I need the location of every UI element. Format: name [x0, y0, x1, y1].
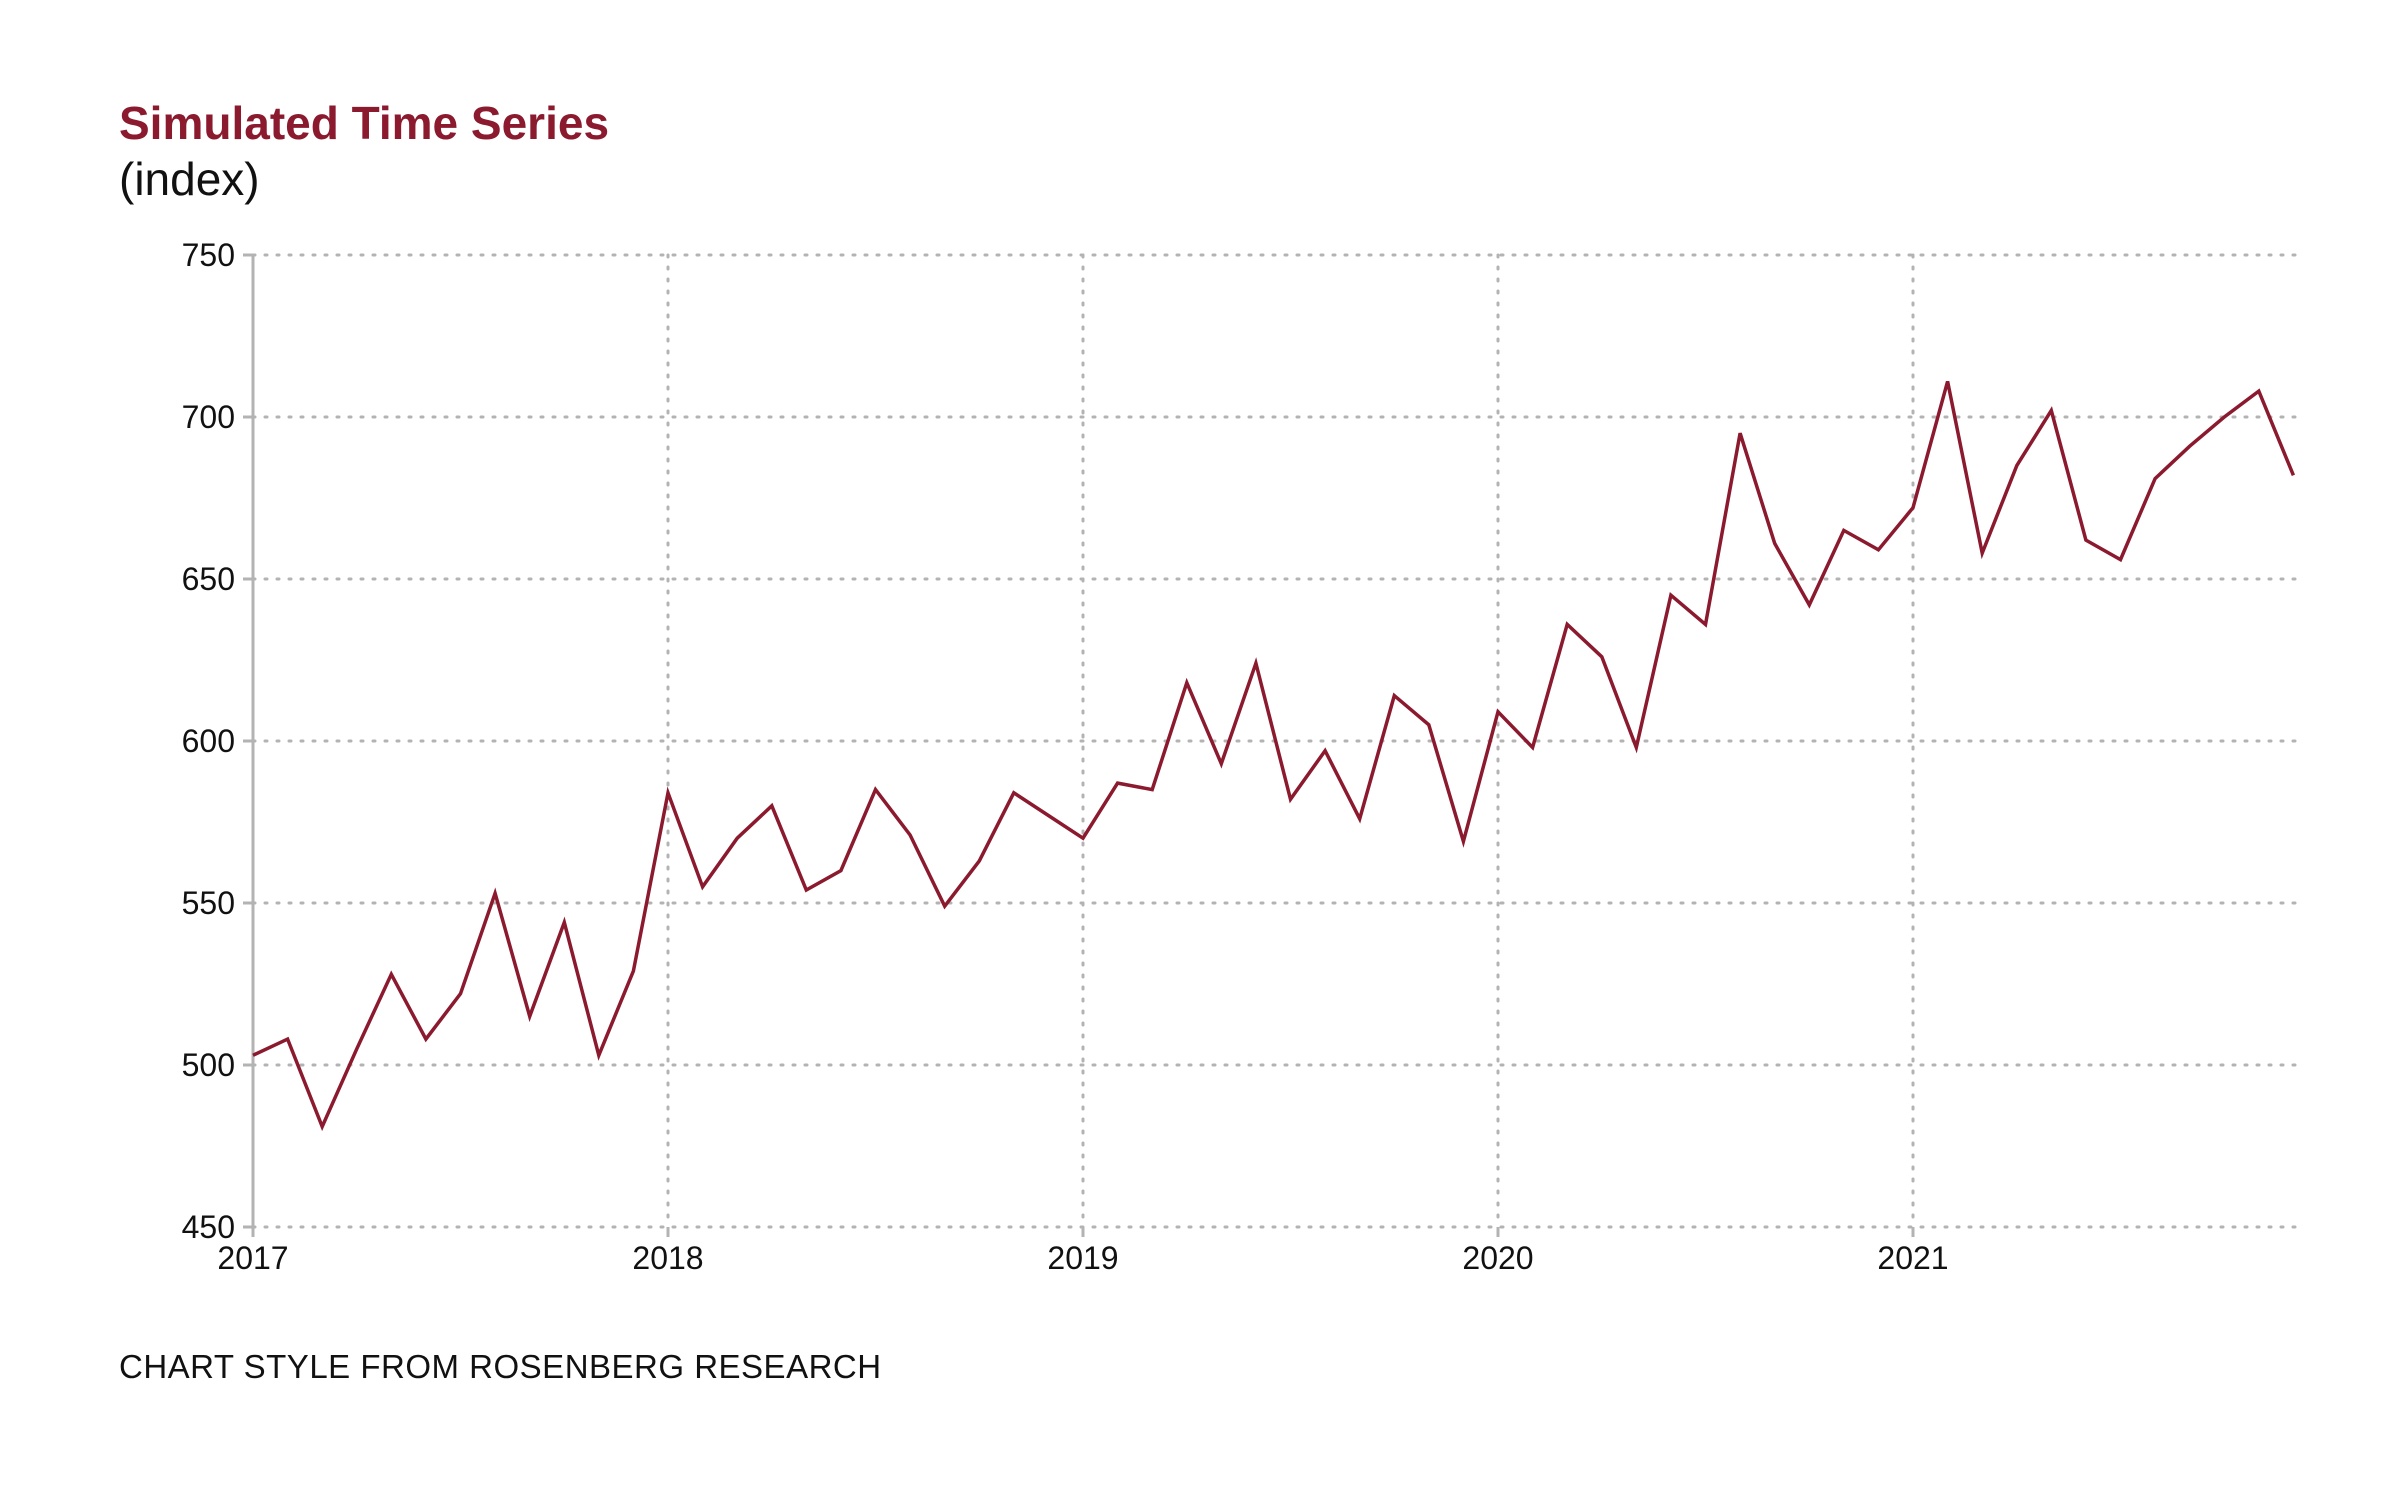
- y-tick-label: 450: [182, 1209, 235, 1245]
- chart-caption: CHART STYLE FROM ROSENBERG RESEARCH: [119, 1348, 882, 1385]
- x-tick-label: 2018: [632, 1240, 703, 1276]
- chart-title: Simulated Time Series: [119, 97, 610, 149]
- tick-labels: 450 500 550 600 650 700 750 2017 2018 2019 2020 202…: [182, 237, 1949, 1276]
- series-line: [252, 380, 2296, 1132]
- series-layer: [252, 380, 2296, 1132]
- axes: [243, 253, 1915, 1237]
- y-tick-label: 500: [182, 1047, 235, 1083]
- x-tick-label: 2021: [1877, 1240, 1948, 1276]
- x-tick-label: 2017: [217, 1240, 288, 1276]
- x-tick-label: 2020: [1462, 1240, 1533, 1276]
- chart-subtitle: (index): [119, 153, 260, 205]
- y-tick-label: 550: [182, 885, 235, 921]
- y-tick-label: 700: [182, 399, 235, 435]
- y-tick-label: 600: [182, 723, 235, 759]
- x-tick-label: 2019: [1047, 1240, 1118, 1276]
- y-tick-label: 650: [182, 561, 235, 597]
- y-tick-label: 750: [182, 237, 235, 273]
